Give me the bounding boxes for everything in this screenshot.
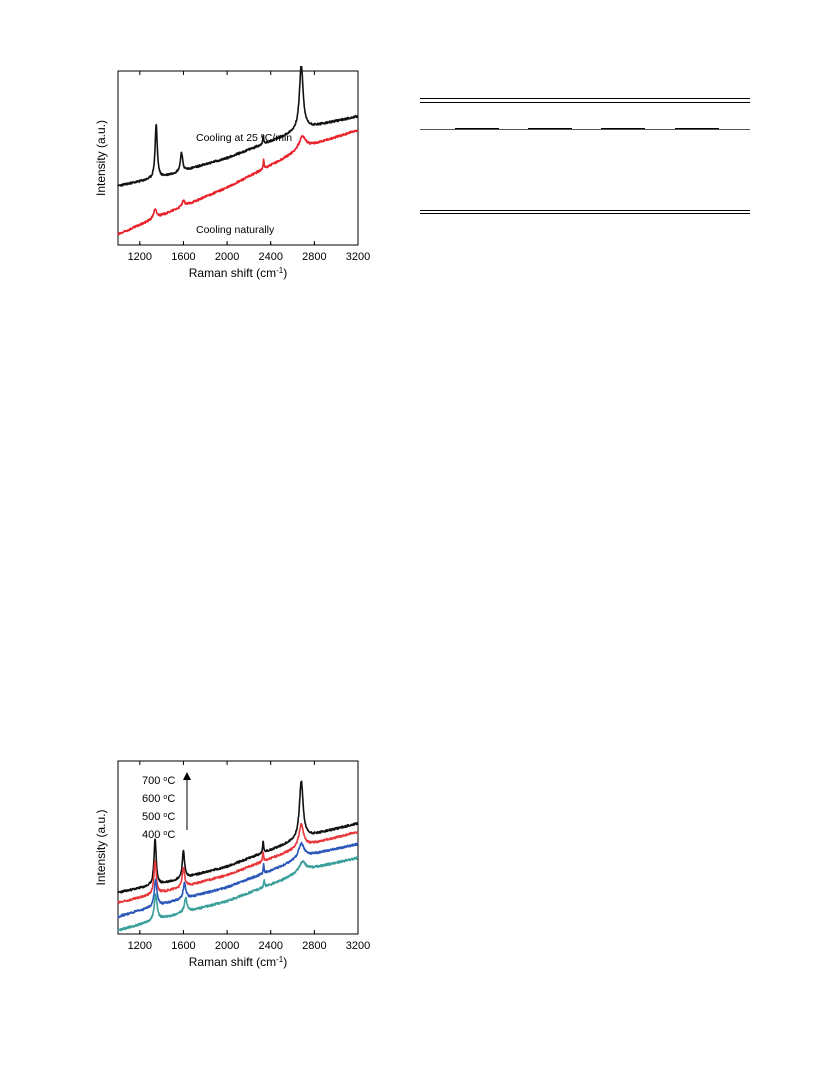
chart2-x-tick-label: 2400 <box>258 940 282 952</box>
chart1-y-axis-label: Intensity (a.u.) <box>94 120 108 196</box>
raman-chart-temperature: 1200 1600 2000 2400 2800 3200 Raman shift (cm-… <box>92 758 372 980</box>
chart1-series-label-cooling-25: Cooling at 25 oC/min <box>196 132 292 144</box>
chart1-x-tick-label: 1200 <box>128 251 152 263</box>
chart2-x-tick-label: 1200 <box>128 940 152 952</box>
chart1-x-axis-label: Raman shift (cm-1) <box>189 266 287 281</box>
chart1-x-tick-label: 2800 <box>302 251 326 263</box>
raman-chart-cooling: 1200 1600 2000 2400 2800 3200 Raman shift (cm-… <box>92 64 372 286</box>
chart1-series-line-1 <box>117 129 359 236</box>
table-header-rule <box>420 129 750 130</box>
chart1-plot-frame <box>117 70 359 246</box>
table-col-rule-3 <box>601 128 645 129</box>
raman-chart-temperature-svg: 1200 1600 2000 2400 2800 3200 Raman shift (cm-… <box>94 760 370 970</box>
table-col-rule-2 <box>528 128 572 129</box>
chart2-legend-entry: 700 oC <box>142 775 175 787</box>
table-block <box>420 98 750 218</box>
chart2-x-tick-label: 2000 <box>215 940 239 952</box>
chart2-x-tick-label: 1600 <box>171 940 195 952</box>
table-top-rule-2 <box>420 102 750 103</box>
chart1-x-tick-label: 2000 <box>215 251 239 263</box>
table-bottom-rule-2 <box>420 213 750 214</box>
chart2-legend-arrow-head <box>183 772 191 780</box>
chart2-series-line-3 <box>117 856 359 932</box>
chart1-series-label-cooling-naturally: Cooling naturally <box>196 224 275 236</box>
chart1-x-tick-label: 3200 <box>346 251 370 263</box>
chart2-legend-entry: 600 oC <box>142 793 175 805</box>
chart1-series-line-0 <box>117 64 359 187</box>
table-col-rule-4 <box>675 128 719 129</box>
table-col-rule-1 <box>455 128 499 129</box>
chart2-series-line-1 <box>117 822 359 904</box>
chart1-x-tick-label: 2400 <box>258 251 282 263</box>
chart2-x-tick-label: 2800 <box>302 940 326 952</box>
chart2-x-axis-label: Raman shift (cm-1) <box>189 955 287 970</box>
chart2-plot-frame <box>117 760 359 935</box>
chart2-x-tick-label: 3200 <box>346 940 370 952</box>
chart2-legend-entry: 500 oC <box>142 811 175 823</box>
table-bottom-rule <box>420 210 750 211</box>
chart2-series-line-0 <box>117 780 359 894</box>
chart1-x-tick-label: 1600 <box>171 251 195 263</box>
raman-chart-cooling-svg: 1200 1600 2000 2400 2800 3200 Raman shift (cm-… <box>94 64 370 281</box>
chart2-series-line-2 <box>117 841 359 919</box>
table-top-rule <box>420 98 750 99</box>
chart2-legend-entry: 400 oC <box>142 829 175 841</box>
chart2-y-axis-label: Intensity (a.u.) <box>94 809 108 885</box>
